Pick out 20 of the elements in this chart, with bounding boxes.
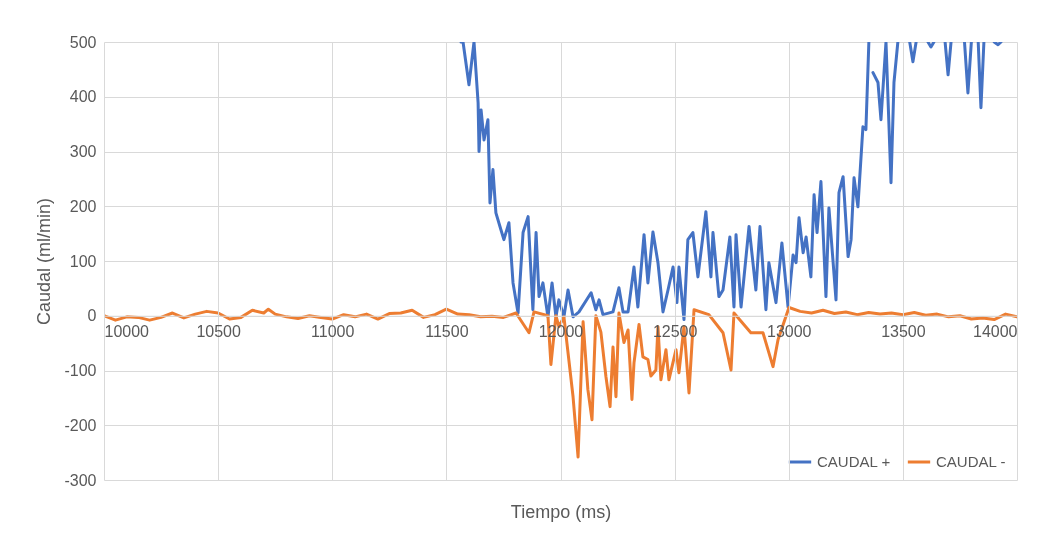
y-tick-label: 300 — [69, 143, 97, 160]
y-tick-label: 0 — [87, 307, 97, 325]
x-tick-label: 14000 — [973, 323, 1018, 341]
y-tick-label: 400 — [69, 88, 97, 106]
y-tick-label: -100 — [64, 362, 97, 379]
y-tick-label: 100 — [69, 252, 97, 270]
legend-label: CAUDAL + — [817, 453, 891, 470]
x-tick-label: 11500 — [425, 323, 469, 341]
x-tick-label: 10000 — [104, 323, 150, 341]
y-tick-label: -200 — [64, 416, 97, 434]
x-tick-label: 11000 — [311, 323, 355, 341]
x-tick-label: 13500 — [881, 323, 926, 341]
legend-label: CAUDAL - — [936, 453, 1006, 470]
y-tick-label: 500 — [69, 33, 97, 51]
x-tick-label: 10500 — [196, 323, 241, 341]
x-axis-title: Tiempo (ms) — [510, 501, 612, 522]
y-tick-label: -300 — [64, 471, 97, 489]
line-series — [104, 306, 1017, 459]
y-tick-label: 200 — [69, 197, 97, 215]
y-axis-title: Caudal (ml/min) — [34, 197, 55, 326]
